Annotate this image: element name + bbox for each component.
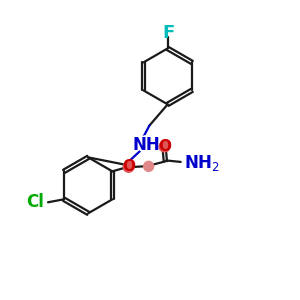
Text: O: O [122,159,135,174]
Text: Cl: Cl [26,193,44,211]
Text: NH: NH [132,136,160,154]
Text: NH$_2$: NH$_2$ [184,152,219,172]
Circle shape [138,136,154,152]
Text: O: O [158,139,171,154]
Circle shape [159,141,170,152]
Circle shape [123,162,134,172]
Text: F: F [162,24,174,42]
Circle shape [144,161,154,171]
